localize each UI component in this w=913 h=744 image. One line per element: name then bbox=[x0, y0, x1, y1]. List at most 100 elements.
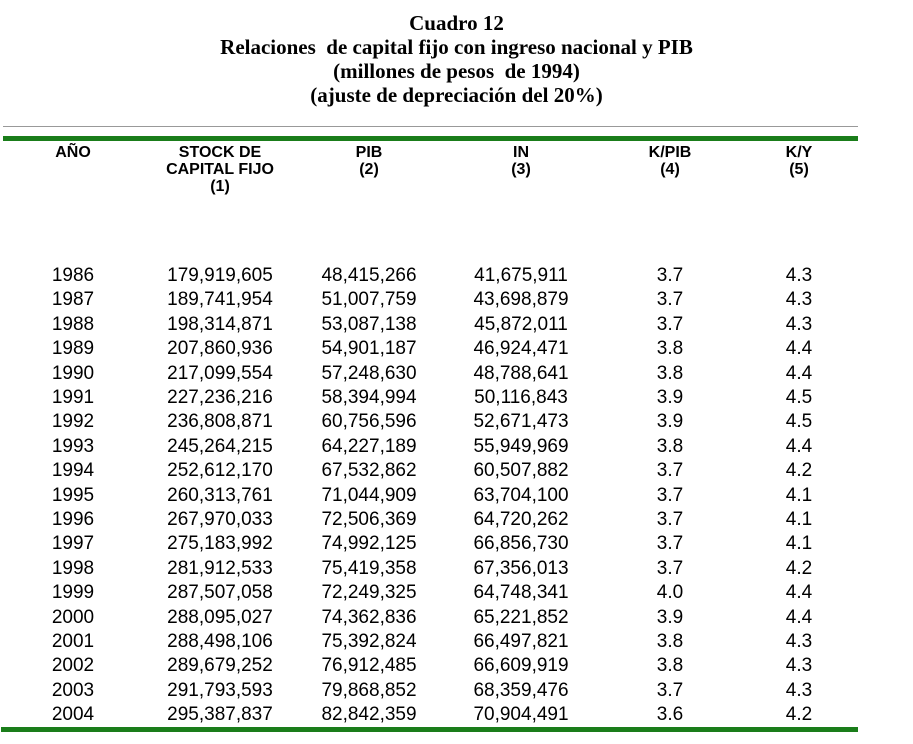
cell-k-y: 4.3 bbox=[785, 289, 813, 310]
cell-k-y: 4.1 bbox=[785, 533, 813, 554]
cell-in: 66,497,821 bbox=[473, 631, 569, 652]
cell-ano: 1990 bbox=[51, 363, 95, 384]
cell-stock-capital-fijo: 267,970,033 bbox=[167, 509, 273, 530]
table-row: 1990 217,099,554 57,248,630 48,788,641 3.8 4.… bbox=[0, 362, 913, 386]
table-title-block: Cuadro 12 Relaciones de capital fijo con… bbox=[0, 11, 913, 107]
cell-k-y: 4.1 bbox=[785, 485, 813, 506]
cell-k-pib: 3.7 bbox=[656, 460, 684, 481]
cell-pib: 58,394,994 bbox=[321, 387, 417, 408]
cell-pib: 53,087,138 bbox=[321, 314, 417, 335]
cell-stock-capital-fijo: 275,183,992 bbox=[167, 533, 273, 554]
cell-k-pib: 3.7 bbox=[656, 680, 684, 701]
cell-in: 64,748,341 bbox=[473, 582, 569, 603]
cell-k-pib: 3.8 bbox=[656, 655, 684, 676]
cell-ano: 2000 bbox=[51, 607, 95, 628]
cell-pib: 57,248,630 bbox=[321, 363, 417, 384]
cell-pib: 72,249,325 bbox=[321, 582, 417, 603]
cell-ano: 1991 bbox=[51, 387, 95, 408]
cell-ano: 1997 bbox=[51, 533, 95, 554]
cell-stock-capital-fijo: 198,314,871 bbox=[167, 314, 273, 335]
cell-in: 45,872,011 bbox=[474, 314, 568, 335]
cell-pib: 51,007,759 bbox=[321, 289, 417, 310]
table-row: 2003 291,793,593 79,868,852 68,359,476 3.7 4.… bbox=[0, 679, 913, 703]
cell-k-pib: 3.8 bbox=[656, 363, 684, 384]
cell-stock-capital-fijo: 252,612,170 bbox=[167, 460, 273, 481]
cell-ano: 1995 bbox=[51, 485, 95, 506]
cell-stock-capital-fijo: 260,313,761 bbox=[167, 485, 273, 506]
cell-ano: 1987 bbox=[51, 289, 95, 310]
table-row: 1996 267,970,033 72,506,369 64,720,262 3.7 4.… bbox=[0, 508, 913, 532]
column-header-k-y: K/Y (5) bbox=[785, 144, 813, 178]
cell-k-y: 4.3 bbox=[785, 314, 813, 335]
cell-stock-capital-fijo: 291,793,593 bbox=[167, 680, 273, 701]
cell-ano: 1998 bbox=[51, 558, 95, 579]
cell-stock-capital-fijo: 189,741,954 bbox=[167, 289, 273, 310]
cell-k-y: 4.3 bbox=[785, 631, 813, 652]
cell-pib: 76,912,485 bbox=[321, 655, 417, 676]
cell-k-pib: 3.7 bbox=[656, 485, 684, 506]
cell-pib: 75,419,358 bbox=[321, 558, 417, 579]
cell-stock-capital-fijo: 236,808,871 bbox=[167, 411, 273, 432]
cell-ano: 1992 bbox=[51, 411, 95, 432]
cell-pib: 71,044,909 bbox=[321, 485, 417, 506]
cell-k-pib: 3.9 bbox=[656, 387, 684, 408]
cell-k-y: 4.1 bbox=[785, 509, 813, 530]
cell-in: 50,116,843 bbox=[474, 387, 568, 408]
table-row: 1993 245,264,215 64,227,189 55,949,969 3.8 4.… bbox=[0, 435, 913, 459]
table-subtitle-adjustment: (ajuste de depreciación del 20%) bbox=[310, 83, 603, 107]
cell-pib: 60,756,596 bbox=[321, 411, 417, 432]
cell-in: 63,704,100 bbox=[473, 485, 569, 506]
cell-k-pib: 3.8 bbox=[656, 338, 684, 359]
cell-k-y: 4.2 bbox=[785, 704, 813, 725]
cell-in: 46,924,471 bbox=[473, 338, 569, 359]
cell-in: 68,359,476 bbox=[473, 680, 569, 701]
cell-ano: 1988 bbox=[51, 314, 95, 335]
table-title: Relaciones de capital fijo con ingreso n… bbox=[220, 35, 693, 59]
column-header-ano: AÑO bbox=[55, 144, 91, 161]
table-row: 1986 179,919,605 48,415,266 41,675,911 3.7 4.… bbox=[0, 264, 913, 288]
cell-in: 60,507,882 bbox=[473, 460, 569, 481]
cell-stock-capital-fijo: 207,860,936 bbox=[167, 338, 273, 359]
column-header-pib: PIB (2) bbox=[355, 144, 383, 178]
cell-in: 43,698,879 bbox=[473, 289, 569, 310]
cell-stock-capital-fijo: 281,912,533 bbox=[167, 558, 273, 579]
cell-pib: 74,992,125 bbox=[321, 533, 417, 554]
cell-k-y: 4.4 bbox=[785, 338, 813, 359]
cell-k-pib: 3.7 bbox=[656, 265, 684, 286]
cell-k-y: 4.5 bbox=[785, 387, 813, 408]
cell-k-pib: 4.0 bbox=[656, 582, 684, 603]
cell-pib: 75,392,824 bbox=[321, 631, 417, 652]
table-row: 2004 295,387,837 82,842,359 70,904,491 3.6 4.… bbox=[0, 703, 913, 727]
cell-ano: 2003 bbox=[51, 680, 95, 701]
cell-ano: 1996 bbox=[51, 509, 95, 530]
cell-in: 65,221,852 bbox=[473, 607, 569, 628]
cell-pib: 64,227,189 bbox=[321, 436, 417, 457]
cell-k-pib: 3.6 bbox=[656, 704, 684, 725]
cell-stock-capital-fijo: 295,387,837 bbox=[167, 704, 273, 725]
cell-k-pib: 3.8 bbox=[656, 631, 684, 652]
cell-k-y: 4.3 bbox=[785, 680, 813, 701]
cell-k-y: 4.2 bbox=[785, 460, 813, 481]
cell-ano: 1999 bbox=[51, 582, 95, 603]
table-bottom-rule bbox=[1, 727, 858, 732]
column-header-k-pib: K/PIB (4) bbox=[648, 144, 692, 178]
cell-k-pib: 3.7 bbox=[656, 289, 684, 310]
cell-k-y: 4.4 bbox=[785, 363, 813, 384]
table-row: 1994 252,612,170 67,532,862 60,507,882 3.7 4.… bbox=[0, 459, 913, 483]
cell-stock-capital-fijo: 289,679,252 bbox=[167, 655, 273, 676]
cell-k-pib: 3.9 bbox=[656, 411, 684, 432]
cell-k-y: 4.4 bbox=[785, 436, 813, 457]
cell-stock-capital-fijo: 227,236,216 bbox=[167, 387, 273, 408]
cell-pib: 79,868,852 bbox=[321, 680, 417, 701]
cell-k-y: 4.4 bbox=[785, 607, 813, 628]
cell-stock-capital-fijo: 288,095,027 bbox=[167, 607, 273, 628]
cell-k-y: 4.5 bbox=[785, 411, 813, 432]
cell-in: 64,720,262 bbox=[473, 509, 569, 530]
cell-ano: 1989 bbox=[51, 338, 95, 359]
table-row: 1988 198,314,871 53,087,138 45,872,011 3.7 4.… bbox=[0, 313, 913, 337]
cell-k-y: 4.3 bbox=[785, 655, 813, 676]
cell-pib: 54,901,187 bbox=[321, 338, 417, 359]
cell-pib: 48,415,266 bbox=[321, 265, 417, 286]
cell-in: 67,356,013 bbox=[473, 558, 569, 579]
